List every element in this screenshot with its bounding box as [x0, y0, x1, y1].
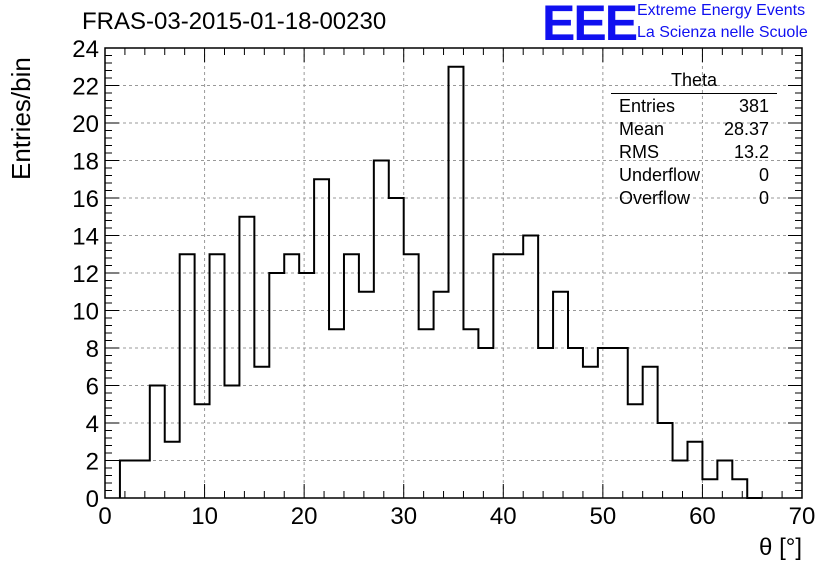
x-tick-label: 60	[689, 503, 716, 530]
stats-box: Theta Entries 381 Mean 28.37 RMS 13.2 Under…	[611, 70, 777, 210]
x-tick-label: 40	[490, 503, 517, 530]
stats-row-mean: Mean 28.37	[611, 118, 777, 141]
y-tick-label: 16	[72, 186, 99, 213]
x-tick-label: 70	[789, 503, 816, 530]
stats-row-underflow: Underflow 0	[611, 164, 777, 187]
stats-value: 0	[758, 165, 769, 185]
x-tick-label: 50	[590, 503, 617, 530]
stats-name: Theta	[611, 70, 777, 94]
stats-value: 381	[738, 96, 769, 116]
stats-label: RMS	[619, 142, 659, 162]
stats-row-overflow: Overflow 0	[611, 187, 777, 210]
x-tick-label: 30	[390, 503, 417, 530]
stats-label: Entries	[619, 96, 676, 116]
eee-logo: EEE	[542, 0, 638, 51]
y-tick-label: 22	[72, 74, 99, 101]
x-tick-label: 20	[291, 503, 318, 530]
x-tick-label: 10	[191, 503, 218, 530]
stats-value: 0	[758, 188, 769, 208]
x-tick-label: 0	[98, 503, 111, 530]
stats-label: Overflow	[619, 188, 691, 208]
y-tick-label: 6	[86, 374, 99, 401]
stats-label: Underflow	[619, 165, 701, 185]
stats-row-entries: Entries 381	[611, 95, 777, 118]
x-axis-label: θ [°]	[759, 534, 802, 561]
y-tick-label: 24	[72, 36, 99, 63]
y-tick-label: 8	[86, 336, 99, 363]
chart-title: FRAS-03-2015-01-18-00230	[82, 8, 387, 35]
stats-value: 28.37	[723, 119, 769, 139]
plot-frame	[104, 47, 803, 499]
stats-label: Mean	[619, 119, 665, 139]
y-tick-label: 10	[72, 299, 99, 326]
stats-row-rms: RMS 13.2	[611, 141, 777, 164]
stats-value: 13.2	[733, 142, 769, 162]
y-tick-label: 4	[86, 411, 99, 438]
y-tick-label: 0	[86, 486, 99, 513]
y-axis-label: Entries/bin	[6, 57, 36, 180]
axis-ticks	[104, 47, 803, 499]
y-tick-label: 12	[72, 261, 99, 288]
logo-line-2: La Scienza nelle Scuole	[637, 24, 808, 41]
y-tick-label: 14	[72, 224, 99, 251]
y-tick-label: 2	[86, 449, 99, 476]
y-tick-label: 20	[72, 111, 99, 138]
y-tick-label: 18	[72, 149, 99, 176]
logo-line-1: Extreme Energy Events	[637, 2, 806, 19]
histogram-outline	[118, 65, 763, 499]
grid-lines	[105, 48, 802, 498]
